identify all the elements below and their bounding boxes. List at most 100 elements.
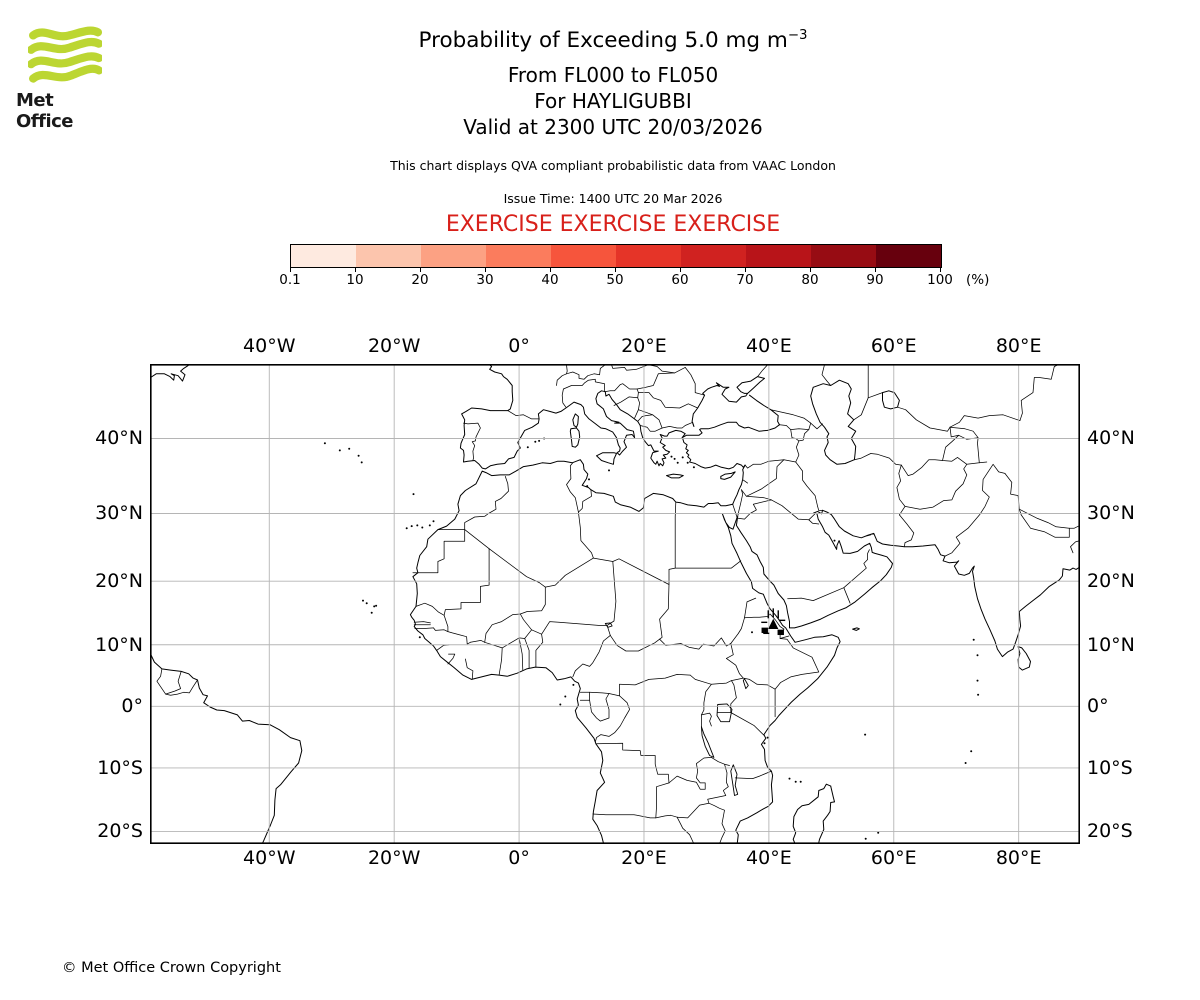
country-border: [579, 691, 590, 701]
country-border: [156, 668, 166, 695]
country-border: [609, 635, 660, 652]
colorbar-tick-label: 50: [606, 272, 624, 288]
x-axis-label-bottom: 60°E: [870, 847, 917, 869]
x-axis-label-bottom: 40°E: [746, 847, 792, 869]
y-axis-label-left: 40°N: [95, 427, 143, 450]
island-dot: [673, 457, 676, 460]
country-border: [541, 621, 608, 635]
island-dot: [418, 636, 421, 639]
island-dot: [421, 526, 424, 529]
coastline: [792, 783, 832, 846]
y-axis-label-right: 0°: [1087, 695, 1109, 718]
island-dot: [964, 762, 967, 764]
colorbar-tick-label: 40: [541, 272, 559, 288]
coastline: [735, 509, 1081, 658]
country-border: [1019, 362, 1063, 421]
colorbar-tick: [550, 267, 551, 272]
island-dot: [572, 683, 575, 686]
country-border: [977, 437, 980, 464]
colorbar-tick-label: 90: [866, 272, 884, 288]
coastline: [866, 534, 872, 537]
coastline: [459, 363, 780, 470]
coastline: [691, 382, 749, 427]
country-border: [795, 461, 823, 512]
country-border: [639, 425, 663, 432]
country-border: [470, 640, 486, 643]
country-border: [730, 597, 757, 644]
x-axis-label-bottom: 80°E: [995, 847, 1042, 869]
country-border: [556, 364, 606, 386]
colorbar-segment: [811, 245, 876, 267]
x-axis-label-bottom: 0°: [508, 847, 530, 869]
colorbar-tick-label: 20: [411, 272, 429, 288]
country-border: [726, 658, 776, 690]
island-dot: [794, 780, 797, 783]
country-border: [589, 693, 610, 722]
country-border: [707, 763, 729, 804]
colorbar-segment: [681, 245, 746, 267]
lake-outline: [700, 726, 715, 758]
country-border: [674, 560, 742, 569]
country-border: [507, 410, 540, 420]
island-dot: [338, 449, 341, 452]
island-dot: [323, 442, 326, 445]
island-dot: [692, 466, 695, 469]
country-border: [638, 392, 699, 409]
country-border: [563, 378, 605, 393]
country-border: [741, 459, 785, 497]
volcano-marker: [761, 608, 786, 636]
x-axis-label-bottom: 20°E: [621, 847, 667, 869]
country-border: [897, 406, 951, 432]
island-dot: [428, 524, 431, 527]
x-axis-label-top: 40°W: [243, 335, 296, 357]
country-border: [790, 429, 810, 442]
island-dot: [357, 454, 360, 457]
world-map: [150, 362, 1081, 846]
country-border: [413, 621, 431, 624]
coastline: [1017, 646, 1031, 671]
country-border: [619, 674, 691, 686]
country-border: [433, 627, 449, 632]
country-border: [637, 414, 654, 422]
lake-outline: [604, 622, 613, 628]
colorbar-tick-label: 0.1: [279, 272, 301, 288]
island-dot: [375, 604, 378, 607]
country-border: [701, 712, 712, 727]
country-border: [638, 409, 663, 429]
x-axis-label-bottom: 20°W: [367, 847, 421, 869]
lake-outline: [716, 703, 733, 723]
island-dot: [432, 520, 435, 523]
island-dot: [670, 455, 673, 458]
country-border: [949, 426, 979, 440]
country-border: [732, 503, 738, 519]
lake-outline: [742, 678, 749, 690]
coastline: [749, 394, 780, 426]
country-border: [676, 816, 695, 846]
country-border: [661, 421, 695, 429]
issue-time: Issue Time: 1400 UTC 20 Mar 2026: [503, 191, 723, 206]
y-axis-label-left: 20°N: [95, 570, 143, 593]
country-border: [689, 674, 744, 685]
x-axis-label-bottom: 40°W: [243, 847, 296, 869]
y-axis-label-left: 10°S: [97, 756, 143, 779]
country-border: [944, 463, 1006, 557]
coastline: [569, 427, 581, 448]
country-border: [463, 422, 481, 461]
country-border: [579, 683, 620, 697]
country-border: [165, 671, 198, 696]
country-border: [674, 501, 677, 569]
country-border: [578, 511, 594, 559]
country-border: [648, 364, 675, 374]
probability-colorbar: [290, 244, 942, 268]
coastline: [736, 376, 765, 394]
island-dot: [559, 703, 562, 706]
country-border: [949, 414, 1021, 428]
country-border: [821, 364, 832, 386]
chart-title: Probability of Exceeding 5.0 mg m−3: [418, 28, 807, 53]
country-border: [717, 712, 765, 736]
island-dot: [864, 837, 867, 840]
y-axis-label-left: 0°: [121, 695, 143, 718]
island-dot: [977, 693, 980, 696]
island-dot: [373, 605, 376, 608]
